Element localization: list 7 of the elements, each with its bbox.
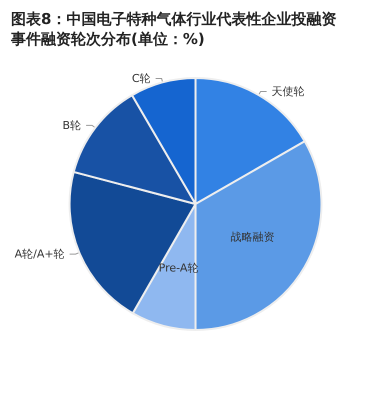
slice-label: A轮/A+轮 xyxy=(14,248,65,261)
slice-label: 天使轮 xyxy=(272,85,305,98)
slice-label: Pre-A轮 xyxy=(158,261,198,274)
slice-label: 战略融资 xyxy=(230,230,275,244)
chart-title: 图表8：中国电子特种气体行业代表性企业投融资事件融资轮次分布(单位：%) xyxy=(10,10,336,48)
slice-label: C轮 xyxy=(132,72,151,86)
slice-label: B轮 xyxy=(62,118,82,132)
